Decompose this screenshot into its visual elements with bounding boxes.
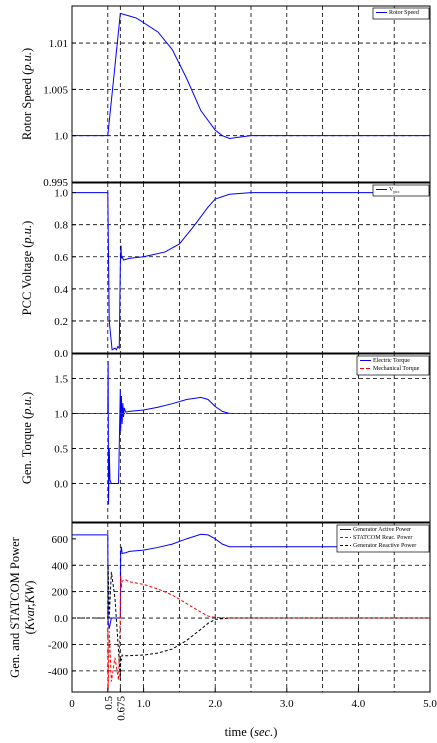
y-tick-label: 1.0: [54, 131, 68, 143]
panel-torque: 1.5 1.0 0.5 0.0 Gen. Torque (p.u.) Electric T…: [20, 353, 431, 523]
series-line-generator-active-power: [72, 533, 430, 629]
y-tick-label: 1.5: [54, 374, 68, 386]
legend-entry: Generator Active Power: [353, 527, 411, 533]
series-line-rotor-speed: [72, 12, 430, 139]
legend-box: [372, 7, 430, 20]
x-tick-label: 4.0: [352, 698, 366, 710]
legend: Electric Torque Mechanical Torque: [356, 355, 430, 376]
legend-entry: Generator Reactive Power: [353, 543, 416, 549]
y-axis-label-units: (Kvar,KW): [23, 581, 37, 635]
legend-box: [356, 355, 430, 376]
panel-voltage: 1.0 0.8 0.6 0.4 0.2 0.0 PCC Voltage (p.u.) Vpcc: [20, 182, 431, 360]
x-tick-label: 3.0: [280, 698, 294, 710]
y-axis-label-close: ): [20, 392, 34, 396]
legend-label: V: [389, 187, 394, 193]
legend: Vpcc: [372, 184, 430, 197]
legend: Generator Active Power STATCOM Reac. Powe…: [336, 524, 430, 553]
legend-box: [336, 524, 430, 553]
y-axis-label-main: Rotor Speed (: [20, 71, 34, 140]
y-tick-label: 1.0: [54, 188, 68, 200]
y-axis-label-unit: p.u.: [20, 225, 34, 245]
y-axis-label-open: (: [23, 630, 37, 634]
y-tick-label: 400: [52, 560, 69, 572]
y-axis-label-unit: p.u.: [20, 396, 34, 416]
y-tick-label: 0.5: [54, 444, 68, 456]
x-axis-label-prefix: time (: [225, 725, 255, 739]
panel-power: 600 400 200 0.0 -200 -400 Gen. and STATCOM Pow…: [8, 522, 431, 693]
x-axis-label: time (sec.): [225, 725, 278, 739]
y-tick-label: 0.995: [43, 177, 68, 189]
legend-entry: Electric Torque: [373, 358, 410, 364]
y-axis-label-unit: Kvar,KW: [23, 583, 37, 631]
x-tick-label: 5.0: [423, 698, 437, 710]
y-axis-label: Rotor Speed (p.u.): [20, 48, 34, 140]
legend-entry: Vpcc: [389, 187, 400, 194]
legend-label: Generator Active Power: [353, 527, 411, 533]
y-tick-label: -200: [48, 639, 69, 651]
legend-label: STATCOM Reac. Power: [353, 535, 412, 541]
x-tick-label: 0.5: [103, 696, 115, 710]
legend-label: Mechanical Torque: [373, 366, 420, 372]
y-tick-label: 0.0: [54, 479, 68, 491]
y-tick-label: 0.2: [54, 316, 68, 328]
x-tick-label: 1.0: [137, 698, 151, 710]
legend-entry: Mechanical Torque: [373, 366, 420, 372]
x-axis-label-unit: sec.: [254, 725, 273, 739]
series-line-v: [72, 192, 430, 351]
y-tick-label: 200: [52, 587, 69, 599]
y-axis-label-main: Gen. Torque (: [20, 415, 34, 484]
panel-frame: [71, 353, 431, 523]
legend-box: [372, 184, 430, 197]
legend-label: Generator Reactive Power: [353, 543, 416, 549]
x-tick-label: 0: [69, 698, 75, 710]
y-tick-label: 1.005: [43, 84, 68, 96]
y-axis-label: Gen. and STATCOM Power: [8, 536, 22, 677]
x-axis-label-suffix: ): [273, 725, 277, 739]
series-line-electric-torque: [72, 360, 430, 505]
panel-frame: [71, 522, 431, 693]
x-tick-label: 2.0: [208, 698, 222, 710]
legend-label-subscript: pcc: [393, 189, 399, 194]
y-tick-label: 600: [52, 534, 69, 546]
y-tick-label: 0.4: [54, 284, 68, 296]
legend-entry: STATCOM Reac. Power: [353, 535, 412, 541]
series-line-generator-reactive-power: [72, 565, 430, 681]
panel-frame: [71, 5, 431, 183]
y-axis-label-unit: p.u.: [20, 52, 34, 72]
legend-entry: Rotor Speed: [389, 10, 419, 16]
y-axis-label-close: ): [20, 221, 34, 225]
y-axis-label: PCC Voltage (p.u.): [20, 221, 34, 316]
series-line-statcom-reac-power: [72, 575, 430, 691]
y-tick-label: 1.01: [49, 38, 68, 50]
y-tick-label: 1.0: [54, 409, 68, 421]
legend-label: Electric Torque: [373, 358, 410, 364]
y-axis-label-close: ): [23, 581, 37, 585]
x-tick-label: 0.675: [115, 696, 127, 721]
y-axis-label: Gen. Torque (p.u.): [20, 392, 34, 484]
y-tick-label: 0.0: [54, 348, 68, 360]
y-tick-label: -400: [48, 666, 69, 678]
y-axis-label-main: Gen. and STATCOM Power: [8, 536, 22, 677]
y-tick-label: 0.0: [54, 613, 68, 625]
y-axis-label-main: PCC Voltage (: [20, 244, 34, 316]
y-tick-label: 0.6: [54, 252, 68, 264]
y-tick-label: 0.8: [54, 220, 68, 232]
y-axis-label-close: ): [20, 48, 34, 52]
legend-label: Rotor Speed: [389, 10, 419, 16]
legend: Rotor Speed: [372, 7, 430, 20]
panel-frame: [71, 182, 431, 354]
